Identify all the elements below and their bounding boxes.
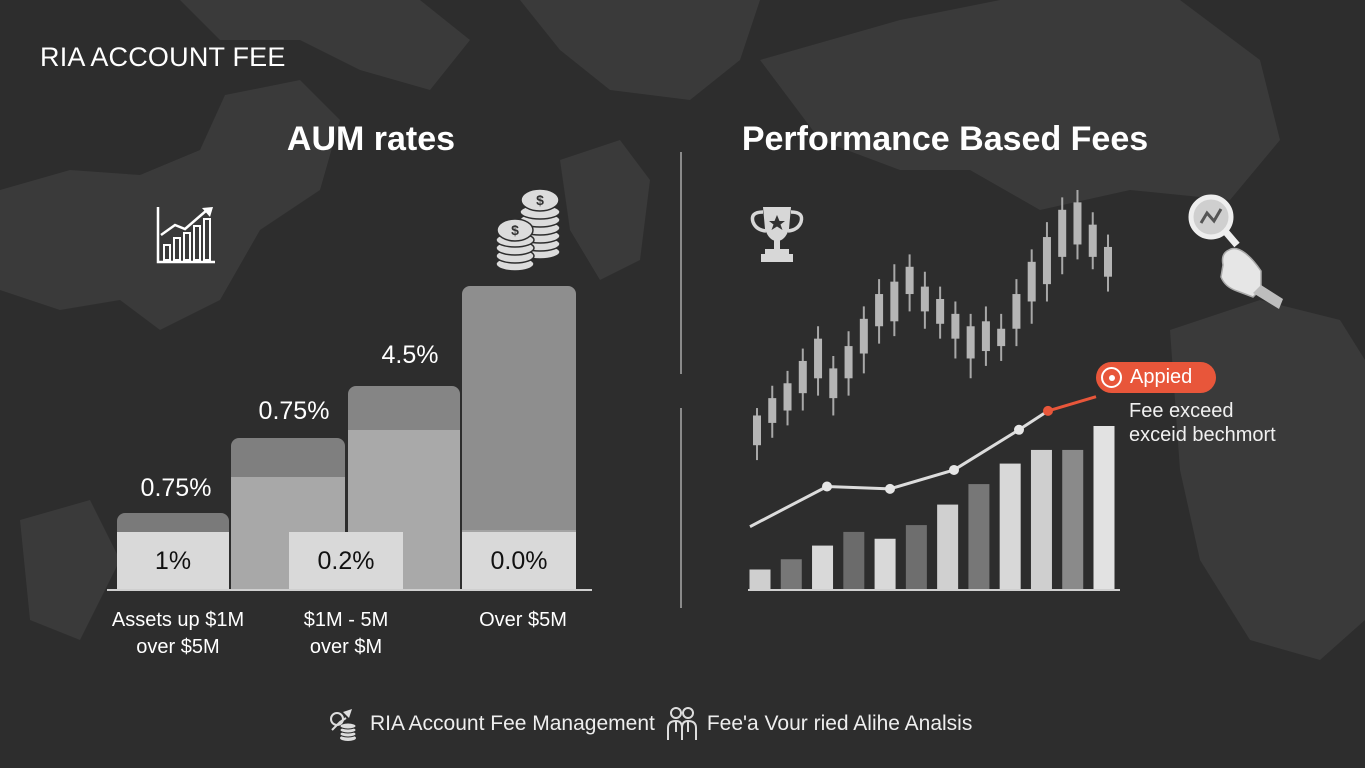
candle-body [844, 346, 853, 379]
aum-rates-heading: AUM rates [286, 120, 456, 158]
aum-category-1: Assets up $1M over $5M [112, 607, 244, 661]
svg-text:$: $ [536, 192, 544, 208]
target-icon [1101, 367, 1122, 388]
growth-chart-icon [156, 207, 215, 264]
candle-body [905, 266, 914, 295]
candle-body [1012, 294, 1021, 329]
candle-body [951, 313, 960, 339]
candle-body [783, 383, 792, 411]
footer: RIA Account Fee Management Fee'a Vour ri… [328, 706, 972, 742]
candle-body [997, 328, 1006, 347]
candle-body [859, 318, 868, 354]
aum-category-2: $1M - 5M over $M [304, 607, 388, 661]
aum-baseline [107, 589, 592, 591]
performance-bar [1093, 426, 1115, 590]
line-point [949, 464, 959, 475]
performance-bar [780, 559, 802, 590]
candle-body [1027, 261, 1036, 302]
aum-bar-4-box-label: 0.0% [462, 532, 576, 590]
aum-category-4: Over $5M [479, 609, 567, 631]
candle-body [768, 398, 777, 423]
aum-category-2-line-1: $1M - 5M [303, 609, 389, 631]
candle-body [920, 286, 929, 312]
candle-body [1042, 237, 1051, 285]
performance-bar [1062, 449, 1084, 590]
svg-text:$: $ [511, 222, 519, 238]
candle-body [1088, 224, 1097, 257]
performance-bar [905, 525, 927, 590]
coin-growth-icon [330, 709, 357, 741]
line-point [1014, 424, 1024, 435]
candle-body [966, 326, 975, 359]
divider-bottom [680, 408, 682, 608]
candle-body [981, 321, 990, 352]
line-point [822, 481, 832, 492]
footer-item-2: Fee'a Vour ried Alihe Analsis [706, 712, 973, 735]
candle-body [829, 368, 838, 399]
aum-category-2-line-2: over $M [309, 636, 383, 658]
performance-bar [843, 531, 865, 590]
aum-category-1-line-1: Assets up $1M [111, 609, 245, 631]
aum-bar-3-top-label: 4.5% [381, 341, 439, 369]
performance-bar [1030, 449, 1052, 590]
performance-line [749, 409, 1049, 528]
people-icon [666, 707, 697, 740]
highlight-point [1043, 405, 1053, 416]
performance-bar [968, 484, 990, 590]
performance-bar [999, 463, 1021, 590]
candle-body [814, 338, 823, 379]
candle-body [1073, 202, 1082, 245]
coin-stack-icon: $ $ [495, 188, 561, 272]
performance-line-highlight [1047, 395, 1097, 413]
candle-body [753, 415, 761, 446]
aum-bar-1-top-label: 0.75% [140, 474, 212, 502]
candle-body [936, 299, 945, 324]
performance-bar [812, 545, 834, 590]
performance-fees-heading: Performance Based Fees [741, 120, 1149, 158]
fee-note-line-2: exceid bechmort [1129, 424, 1276, 446]
applied-badge-label: Appied [1130, 366, 1193, 388]
aum-bar-2-top-label: 0.75% [258, 397, 330, 425]
performance-bar [749, 569, 771, 590]
candle-body [1058, 209, 1067, 257]
candle-body [890, 281, 899, 322]
aum-bar-1-box-label: 1% [117, 532, 229, 590]
aum-category-1-line-2: over $5M [136, 636, 220, 658]
magnifier-hand-icon [1188, 194, 1283, 309]
fee-note-line-1: Fee exceed [1129, 400, 1234, 422]
performance-bar [937, 504, 959, 590]
trophy-icon [750, 207, 804, 262]
page-title: RIA ACCOUNT FEE [40, 42, 286, 72]
candle-body [1104, 246, 1112, 277]
performance-bar [874, 538, 896, 590]
line-point [885, 483, 895, 494]
aum-bar-2-box-label: 0.2% [289, 532, 403, 590]
candle-body [875, 294, 884, 327]
aum-bar-3 [348, 386, 460, 590]
footer-item-1: RIA Account Fee Management [370, 712, 655, 735]
applied-badge: Appied [1096, 362, 1216, 393]
candle-body [798, 360, 807, 394]
divider-top [680, 152, 682, 374]
